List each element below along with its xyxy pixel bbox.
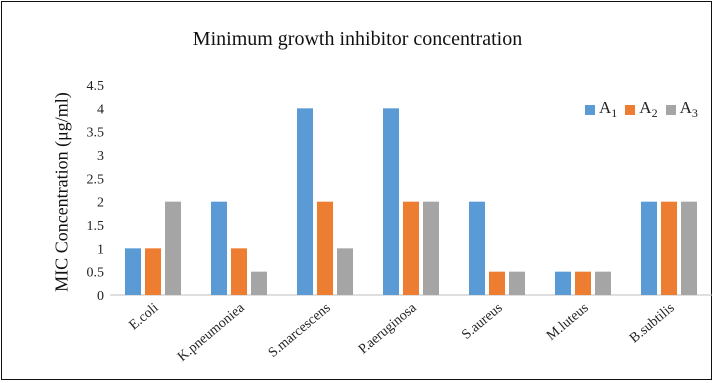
bar-3-bsubtilis [681,201,697,295]
bar-1-smarcescens [297,108,313,295]
x-tick-label: P.aeruginosa [356,300,420,357]
legend-item-a2: A2 [625,98,658,121]
bar-2-bsubtilis [661,201,677,295]
bar-2-paeruginosa [403,201,419,295]
bar-1-saureus [469,201,485,295]
bar-1-ecoli [125,248,141,295]
x-tick-label: B.subtilis [627,301,677,347]
y-tick-label: 2.5 [87,172,105,187]
y-tick-label: 3.5 [87,126,105,141]
legend-item-a3: A3 [665,98,698,121]
legend-item-a1: A1 [585,98,617,121]
legend-label-a3: A3 [679,98,698,120]
bar-1-paeruginosa [383,108,399,295]
y-tick-label: 1 [97,242,104,257]
y-tick-label: 0 [97,289,104,304]
x-tick-label: M.luteus [544,301,591,344]
bar-2-smarcescens [317,201,333,295]
chart-title: Minimum growth inhibitor concentration [192,28,523,50]
legend: A1 A2 A3 [585,98,698,121]
x-tick-label: S.aureus [459,301,505,343]
legend-swatch-a3 [665,104,676,115]
bar-2-mluteus [575,271,591,295]
bar-2-saureus [489,271,505,295]
bar-3-ecoli [165,201,181,295]
legend-label-a2: A2 [639,98,658,120]
bar-3-smarcescens [337,248,353,295]
legend-swatch-a2 [625,104,636,115]
bar-3-mluteus [595,271,611,295]
legend-label-a1: A1 [599,98,618,120]
y-tick-label: 4.5 [87,79,105,94]
y-tick-label: 0.5 [87,266,105,281]
x-tick-label: K.pneumoniea [175,300,248,365]
x-tick-label: E.coli [127,301,162,334]
bar-1-kpneumoniea [211,201,227,295]
bar-2-ecoli [145,248,161,295]
x-tick-label: S.marcescens [266,301,334,361]
bar-1-mluteus [555,271,571,295]
bar-2-kpneumoniea [231,248,247,295]
y-tick-label: 2 [97,196,104,211]
y-tick-label: 3 [97,149,104,164]
y-tick-label: 1.5 [87,219,105,234]
legend-swatch-a1 [585,104,595,115]
bar-1-bsubtilis [641,201,657,295]
bar-3-kpneumoniea [251,271,267,295]
y-tick-label: 4 [97,102,104,117]
bar-3-saureus [509,271,525,295]
bar-3-paeruginosa [423,201,439,295]
